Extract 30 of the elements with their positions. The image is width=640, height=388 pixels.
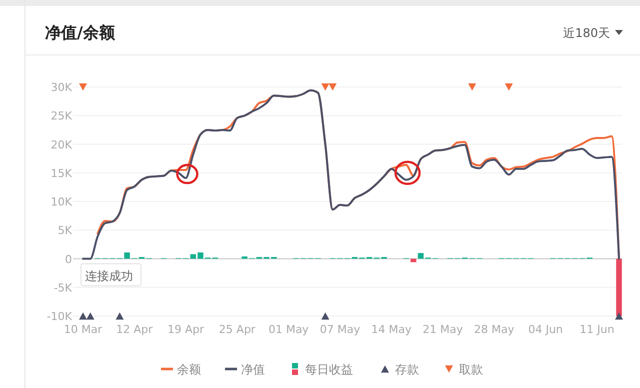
x-tick-label: 21 May <box>422 323 464 336</box>
y-tick-label: 0 <box>65 252 72 266</box>
bar <box>410 258 416 262</box>
y-tick-label: 25K <box>50 110 73 123</box>
legend-label: 存款 <box>395 362 419 376</box>
legend-label: 净值 <box>241 362 265 376</box>
y-tick-label: -5K <box>54 281 73 294</box>
x-tick-label: 25 Apr <box>218 323 256 336</box>
x-tick-label: 19 Apr <box>168 323 205 336</box>
legend-label: 余额 <box>177 362 201 376</box>
x-tick-label: 28 May <box>474 323 515 336</box>
chart-subtitle: 近180天 <box>563 26 610 40</box>
y-tick-label: 20K <box>50 138 73 152</box>
x-tick-label: 07 May <box>320 323 361 336</box>
legend-label: 每日收益 <box>305 362 353 376</box>
chart-title: 净值/余额 <box>45 23 116 42</box>
y-tick-label: -10K <box>46 310 73 323</box>
annotation: 连接成功 <box>85 268 133 283</box>
y-tick-label: 15K <box>50 166 73 180</box>
x-tick-label: 11 Jun <box>580 323 614 336</box>
y-tick-label: 10K <box>50 196 73 208</box>
x-tick-label: 10 Mar <box>64 323 103 336</box>
x-tick-label: 14 May <box>371 323 412 336</box>
y-tick-label: 30K <box>50 81 73 94</box>
x-tick-label: 12 Apr <box>116 323 154 336</box>
y-tick-label: 5K <box>58 224 73 238</box>
legend-label: 取款 <box>459 362 483 376</box>
x-tick-label: 01 May <box>268 323 310 336</box>
bar <box>616 258 622 316</box>
x-tick-label: 04 Jun <box>528 323 563 336</box>
